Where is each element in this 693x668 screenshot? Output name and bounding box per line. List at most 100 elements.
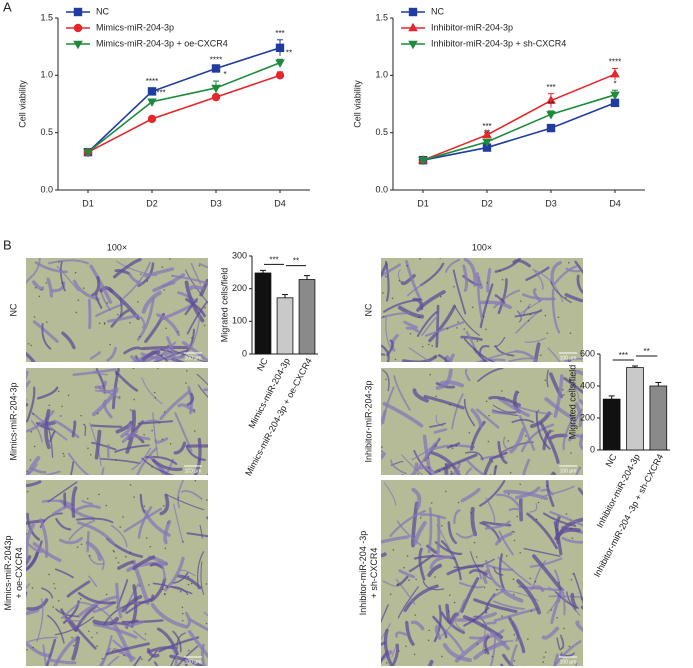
cell	[100, 458, 141, 465]
pore	[511, 530, 514, 533]
pore	[187, 575, 190, 578]
cell	[121, 595, 143, 613]
cell	[463, 258, 477, 287]
pore	[501, 390, 503, 392]
marker	[275, 59, 285, 68]
cell	[26, 540, 43, 570]
pore	[418, 298, 421, 301]
cell	[119, 297, 123, 318]
legend-label: Mimics-miR-204-3p	[96, 22, 174, 32]
pore	[495, 588, 498, 591]
cell	[134, 355, 144, 362]
pore	[116, 313, 119, 316]
cell	[520, 423, 555, 453]
pore	[429, 373, 431, 376]
cell	[47, 481, 78, 503]
cell	[433, 428, 448, 434]
pore	[427, 639, 430, 642]
pore	[206, 499, 208, 501]
cell	[141, 290, 162, 314]
pore	[457, 501, 460, 504]
pore	[119, 526, 122, 528]
pore	[87, 447, 89, 450]
cell	[89, 351, 101, 360]
x-tick-label: D1	[82, 198, 94, 208]
cell	[556, 637, 562, 651]
pore	[385, 378, 387, 381]
pore	[417, 472, 419, 475]
cell	[196, 373, 208, 386]
cell	[55, 517, 72, 531]
cell	[427, 659, 434, 666]
y-tick-label: 300	[232, 250, 247, 260]
pore	[33, 316, 36, 318]
cell	[449, 612, 460, 625]
magnification: 100×	[472, 242, 492, 252]
pore	[487, 440, 490, 443]
pore	[45, 282, 48, 284]
cell	[85, 540, 102, 561]
cell	[542, 429, 552, 451]
cell	[163, 519, 172, 545]
pore	[445, 490, 447, 493]
row-label: + sh-CXCR4	[369, 548, 379, 599]
legend-label: Inhibitor-miR-204-3p	[431, 22, 513, 32]
pore	[60, 415, 62, 417]
cell	[551, 288, 561, 334]
significance: *	[223, 70, 226, 79]
cell	[130, 355, 139, 362]
y-tick-label: 0.5	[375, 127, 388, 137]
cell	[463, 398, 476, 427]
pore	[188, 355, 191, 358]
cell	[511, 418, 535, 424]
pore	[61, 405, 63, 408]
cell	[576, 274, 583, 294]
pore	[453, 286, 455, 288]
pore	[542, 661, 545, 663]
pore	[457, 321, 459, 323]
cell	[125, 432, 151, 441]
pore	[179, 590, 182, 593]
cell	[150, 603, 189, 629]
cell	[124, 583, 140, 614]
marker	[610, 68, 620, 78]
cell	[121, 429, 139, 444]
cell	[564, 357, 583, 362]
pore	[397, 583, 399, 585]
cell	[190, 262, 202, 285]
pore	[565, 513, 568, 515]
row-label: + oe-CXCR4	[14, 547, 24, 598]
marker	[147, 98, 157, 107]
pore	[163, 505, 165, 507]
cell	[186, 532, 208, 538]
pore	[160, 354, 163, 357]
pore	[198, 264, 201, 267]
cell	[442, 643, 472, 663]
cell	[549, 433, 568, 440]
pore	[163, 289, 166, 291]
cell	[206, 516, 208, 520]
cell	[567, 358, 572, 362]
cell	[422, 434, 433, 475]
row-label: NC	[8, 303, 18, 316]
cell	[476, 350, 516, 362]
cell	[131, 447, 152, 471]
cell	[563, 377, 583, 395]
significance: ****	[146, 77, 158, 86]
pore	[560, 652, 563, 654]
cell	[539, 421, 560, 464]
cell	[435, 414, 444, 427]
row-label: Inhibitor-miR-204 -3p	[358, 531, 368, 616]
cell	[156, 627, 179, 656]
panel-letter: B	[3, 237, 12, 252]
cell	[128, 273, 143, 285]
cell	[412, 388, 429, 403]
pore	[153, 391, 156, 394]
pore	[386, 661, 388, 664]
pore	[82, 287, 85, 289]
pore	[563, 394, 565, 396]
pore	[476, 340, 479, 342]
cell	[111, 621, 134, 663]
pore	[52, 606, 54, 608]
cell	[381, 552, 387, 558]
